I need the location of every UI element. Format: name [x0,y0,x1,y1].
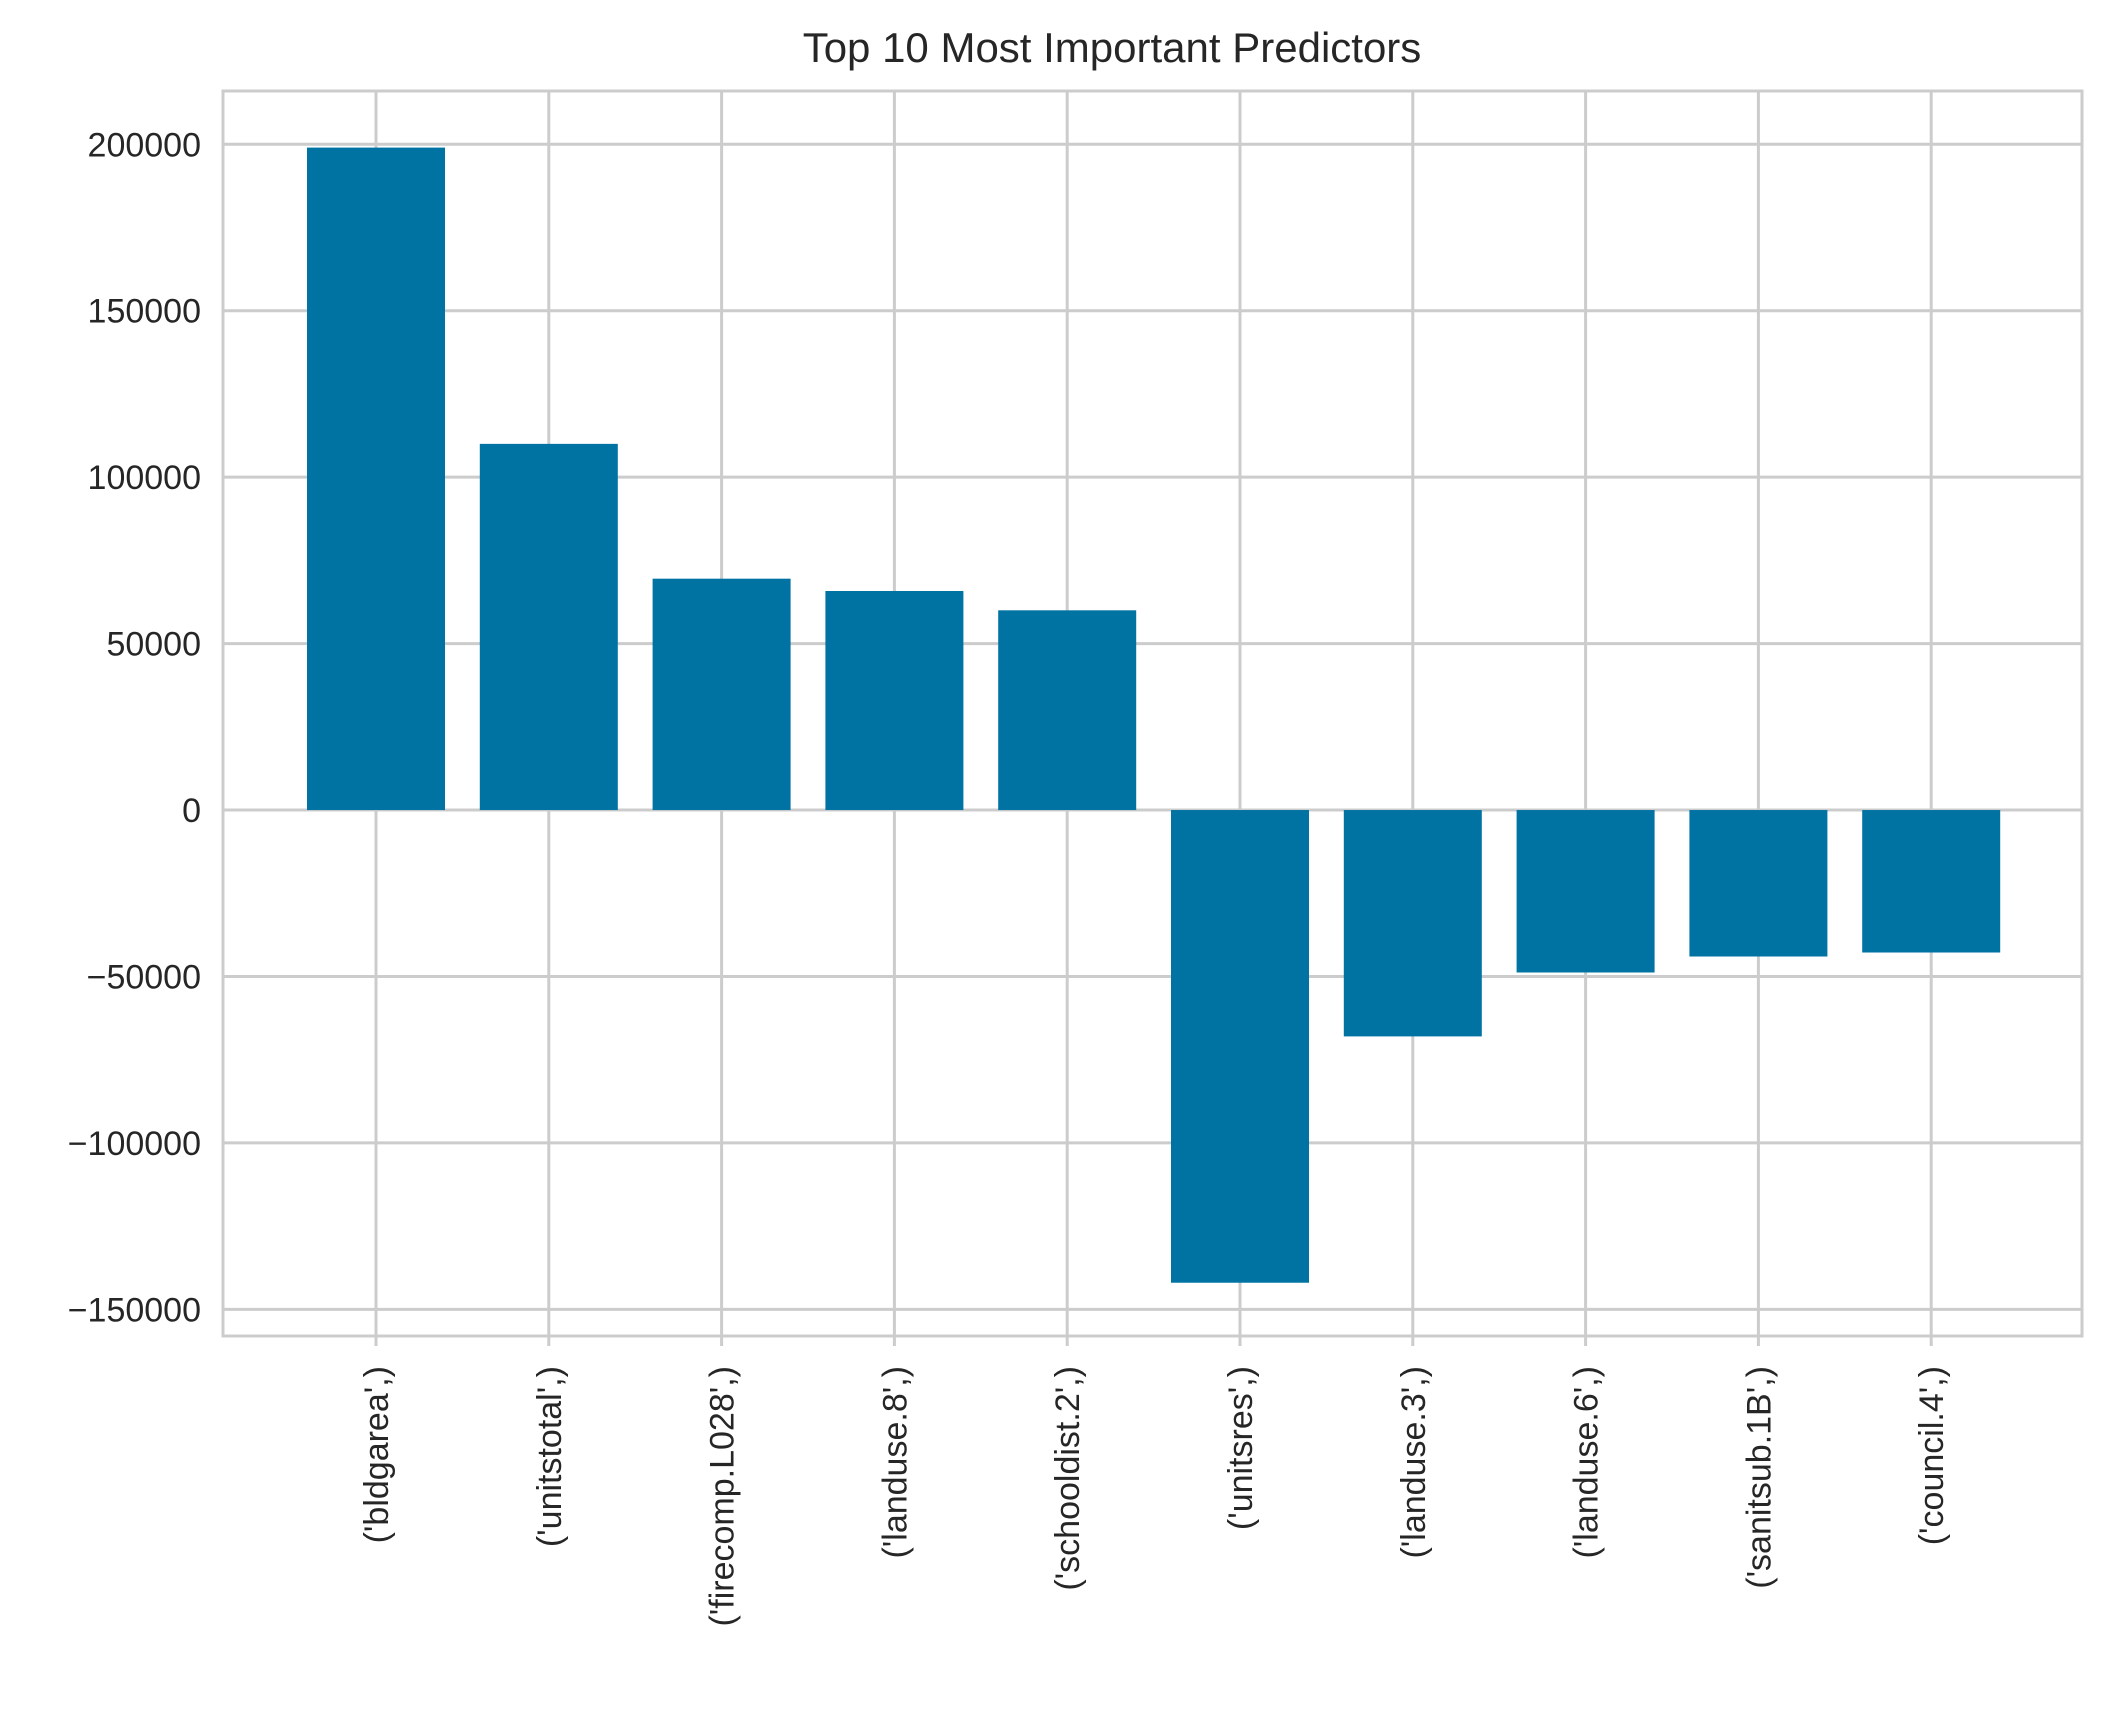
bar [1862,810,2001,953]
y-tick-label: −100000 [68,1125,201,1163]
bar [479,443,618,811]
x-tick-label: ('bldgarea',) [358,1366,396,1543]
bar [652,578,791,811]
bar [998,610,1137,811]
y-tick-label: −150000 [68,1291,201,1329]
bar [825,590,964,811]
bar [1689,810,1828,957]
plot-frame [221,89,2084,1338]
y-tick-label: 100000 [88,459,201,497]
x-tick-label: ('unitstotal',) [531,1366,569,1547]
y-axis-ticks: 200000 150000 100000 50000 0 −50000 −100000 −15… [68,126,201,1329]
bars [307,147,2001,1283]
x-tick-label: ('schooldist.2',) [1049,1366,1087,1591]
y-tick-label: 150000 [88,293,201,331]
x-tick-label: ('unitsres',) [1222,1366,1260,1530]
bar [1343,810,1482,1037]
x-tick-label: ('council.4',) [1913,1366,1951,1545]
x-tick-label: ('firecomp.L028',) [704,1366,742,1627]
y-tick-label: 200000 [88,126,201,164]
x-tick-label: ('landuse.8',) [876,1366,914,1559]
chart-title: Top 10 Most Important Predictors [803,24,1422,71]
x-axis-ticks: ('bldgarea',) ('unitstotal',) ('firecomp.L… [358,1366,1951,1627]
bar [307,147,445,811]
y-tick-label: 50000 [106,626,201,664]
x-tick-label: ('sanitsub.1B',) [1740,1366,1778,1589]
y-tick-label: −50000 [87,958,201,996]
x-tick-label: ('landuse.6',) [1568,1366,1606,1559]
bar [1171,810,1309,1283]
x-tick-label: ('landuse.3',) [1395,1366,1433,1559]
y-tick-label: 0 [182,792,201,830]
bar [1516,810,1655,973]
